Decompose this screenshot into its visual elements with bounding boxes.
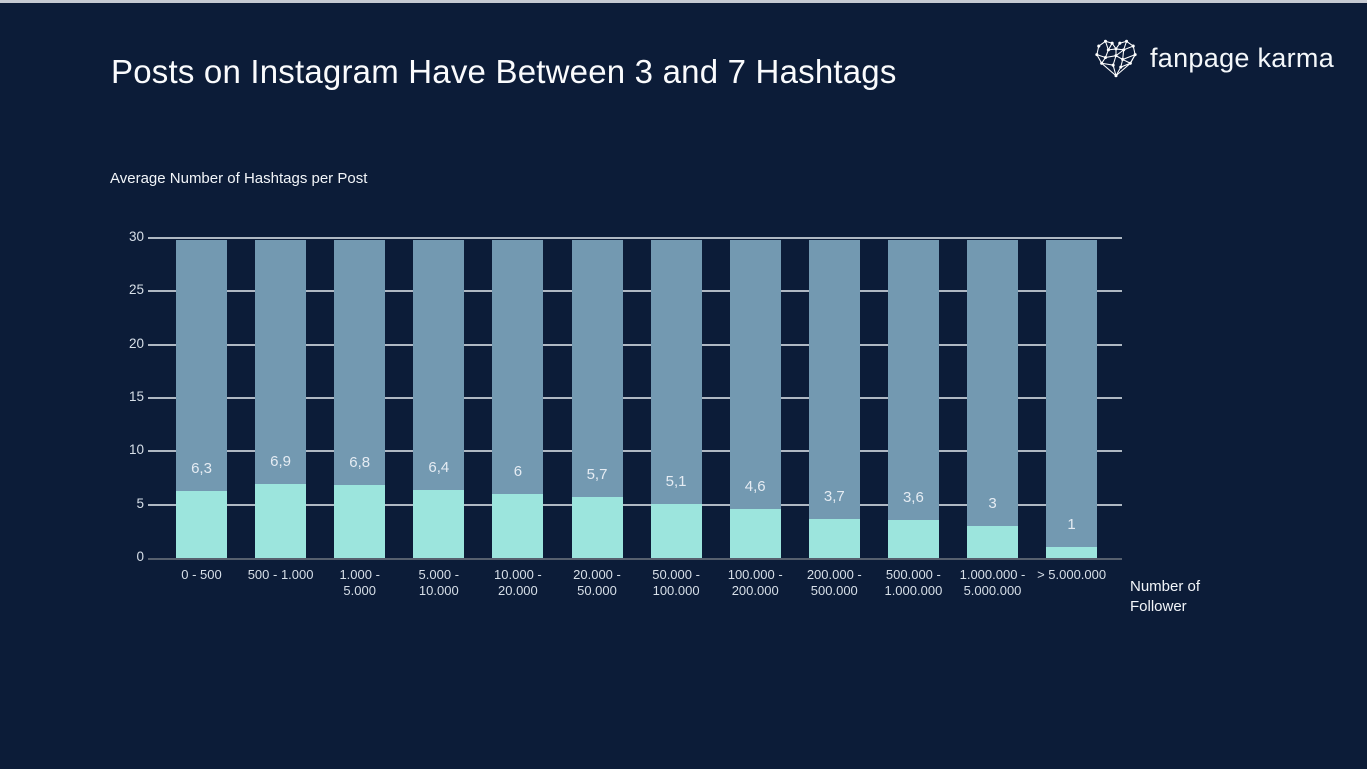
- gridline: [148, 290, 1122, 293]
- bar-value-segment: [413, 489, 465, 558]
- x-tick-label: 200.000 -500.000: [806, 567, 862, 598]
- bar-value-label: 3,7: [823, 487, 845, 505]
- bar: 3: [967, 240, 1018, 558]
- logo-wordmark: fanpage karma: [1150, 43, 1335, 73]
- gridline: [148, 503, 1122, 506]
- y-tick-label: 20: [128, 335, 144, 351]
- bar-value-label: 6: [513, 463, 523, 480]
- y-tick-label: 30: [128, 229, 144, 244]
- bar: 6,4: [413, 240, 465, 558]
- x-tick-label: 20.000 -50.000: [573, 567, 621, 598]
- bar: 5,1: [650, 240, 702, 558]
- bar-value-segment: [1046, 547, 1098, 558]
- bar-value-label: 3: [988, 495, 997, 512]
- bar-value-segment: [492, 494, 544, 558]
- y-tick-label: 10: [128, 442, 144, 458]
- x-tick-label: 50.000 -100.000: [652, 567, 700, 598]
- x-tick-label: > 5.000.000: [1037, 567, 1107, 582]
- bar-value-segment: [808, 518, 860, 558]
- bar-value-segment: [334, 485, 386, 558]
- bar-value-segment: [255, 484, 307, 558]
- page-title: Posts on Instagram Have Between 3 and 7 …: [111, 53, 897, 90]
- gridline: [148, 450, 1122, 453]
- gridline: [148, 343, 1122, 346]
- top-border-strip: [0, 0, 1367, 3]
- y-tick-label: 0: [136, 549, 144, 564]
- bar-value-label: 4,6: [744, 477, 766, 495]
- x-tick-label: 500 - 1.000: [247, 567, 314, 582]
- bar-value-label: 6,3: [191, 459, 212, 477]
- x-axis-line: [148, 558, 1122, 560]
- bar-value-segment: [967, 526, 1018, 558]
- y-axis-title: Average Number of Hashtags per Post: [110, 170, 368, 187]
- bar-value-label: 1: [1067, 516, 1076, 534]
- x-tick-label: 1.000.000 -5.000.000: [959, 567, 1026, 598]
- bar-value-segment: [571, 497, 623, 558]
- gridline: [148, 397, 1122, 399]
- bar-value-label: 5,1: [665, 472, 687, 490]
- bar: 6,3: [176, 240, 227, 558]
- gridline: [148, 237, 1122, 239]
- bar-value-label: 6,8: [349, 454, 371, 472]
- bar: 4,6: [729, 240, 781, 558]
- x-tick-label: 100.000 -200.000: [727, 567, 783, 598]
- fanpage-karma-logo: fanpage karma: [1094, 38, 1334, 79]
- bar: 3,7: [808, 240, 860, 558]
- mesh-heart-icon: [1094, 38, 1138, 79]
- x-tick-label: 5.000 -10.000: [418, 567, 460, 598]
- y-tick-label: 5: [136, 495, 144, 511]
- bar-value-segment: [729, 508, 781, 558]
- bar-value-segment: [176, 490, 227, 558]
- bar: 6,9: [255, 240, 307, 558]
- y-tick-label: 15: [128, 389, 144, 404]
- bar: 6: [492, 240, 544, 558]
- bar: 5,7: [571, 240, 623, 558]
- bar-value-label: 6,9: [270, 453, 292, 471]
- bar-value-label: 3,6: [902, 488, 924, 506]
- bar: 6,8: [334, 240, 386, 558]
- x-tick-label: 10.000 -20.000: [494, 567, 542, 598]
- x-tick-label: 1.000 -5.000: [339, 567, 380, 598]
- x-tick-label: 0 - 500: [181, 567, 222, 582]
- bar-value-segment: [887, 519, 939, 558]
- x-tick-label: 500.000 -1.000.000: [884, 567, 943, 598]
- bar-chart-plot-area: 6,3 6,9 6,8 6,4 6 5,7 5,1 4,6 3,7 3,6 3 1: [148, 237, 1122, 560]
- bar: 1: [1046, 240, 1098, 558]
- bar-value-label: 6,4: [428, 458, 450, 476]
- bar-value-label: 5,7: [586, 466, 608, 484]
- y-tick-label: 25: [128, 282, 144, 298]
- bar-value-segment: [650, 503, 702, 558]
- bar: 3,6: [887, 240, 939, 558]
- x-axis-title: Number of Follower: [1130, 578, 1201, 615]
